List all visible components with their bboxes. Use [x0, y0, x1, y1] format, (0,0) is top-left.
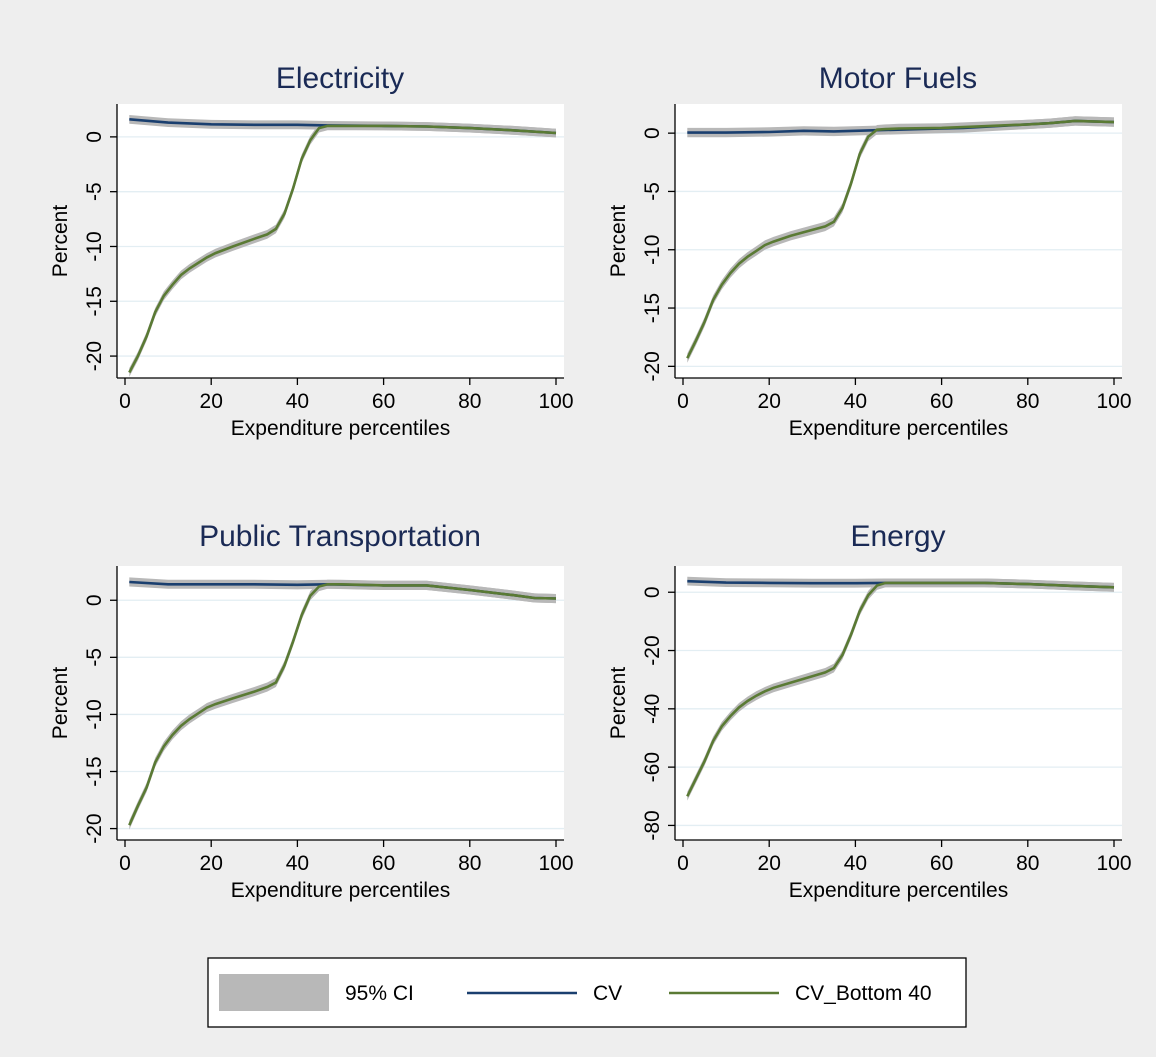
- x-tick-label: 60: [372, 390, 395, 413]
- y-tick-label: -20: [641, 351, 664, 381]
- x-tick-label: 60: [930, 852, 953, 875]
- y-tick-label: -10: [641, 235, 664, 265]
- chart-title: Motor Fuels: [819, 62, 977, 95]
- y-tick-label: -15: [83, 286, 106, 316]
- plot-area: [117, 566, 564, 840]
- x-tick-label: 0: [677, 390, 689, 413]
- panels: Electricity 0 -5 -10 -15 -20 0 20 40 60 80 100 Expen…: [49, 62, 1132, 902]
- y-tick-label: -10: [83, 231, 106, 261]
- panel-electricity: Electricity 0 -5 -10 -15 -20 0 20 40 60 80 100 Expen…: [49, 62, 574, 440]
- chart-title: Public Transportation: [199, 520, 481, 553]
- x-axis-title: Expenditure percentiles: [789, 879, 1008, 902]
- x-tick-label: 60: [930, 390, 953, 413]
- legend: 95% CI CV CV_Bottom 40: [207, 957, 967, 1028]
- x-tick-label: 80: [458, 390, 481, 413]
- x-axis-title: Expenditure percentiles: [789, 417, 1008, 440]
- series-line-cv-bottom-40: [686, 119, 1115, 359]
- y-tick-label: 0: [641, 127, 664, 139]
- x-tick-label: 20: [758, 852, 781, 875]
- series-line-cv-bottom-40: [128, 124, 557, 374]
- y-tick-label: -5: [641, 182, 664, 201]
- x-tick-label: 40: [286, 852, 309, 875]
- x-tick-label: 0: [677, 852, 689, 875]
- plot-area: [675, 104, 1122, 378]
- x-tick-label: 40: [286, 390, 309, 413]
- x-tick-label: 100: [538, 852, 573, 875]
- legend-swatch-ci: [219, 974, 329, 1011]
- y-tick-label: -80: [641, 810, 664, 840]
- x-axis-title: Expenditure percentiles: [231, 417, 450, 440]
- x-tick-label: 80: [458, 852, 481, 875]
- x-axis-title: Expenditure percentiles: [231, 879, 450, 902]
- y-tick-label: 0: [83, 131, 106, 143]
- legend-label-cv: CV: [593, 982, 622, 1005]
- y-tick-label: -10: [83, 699, 106, 729]
- y-tick-label: -20: [641, 635, 664, 665]
- panel-energy: Energy 0 -20 -40 -60 -80 0 20 40 60 80 100 Expenditu…: [607, 520, 1132, 902]
- x-tick-label: 100: [1096, 390, 1131, 413]
- x-tick-label: 20: [200, 390, 223, 413]
- x-tick-label: 20: [200, 852, 223, 875]
- series-line-cv-bottom-40: [686, 581, 1115, 797]
- y-tick-label: 0: [641, 586, 664, 598]
- y-tick-label: 0: [83, 594, 106, 606]
- y-tick-label: -20: [83, 813, 106, 843]
- y-tick-label: -15: [641, 293, 664, 323]
- y-tick-label: -5: [83, 648, 106, 667]
- y-tick-label: -5: [83, 182, 106, 201]
- x-tick-label: 40: [844, 852, 867, 875]
- x-tick-label: 60: [372, 852, 395, 875]
- x-tick-label: 100: [1096, 852, 1131, 875]
- x-tick-label: 20: [758, 390, 781, 413]
- y-axis-title: Percent: [49, 667, 72, 740]
- chart-title: Electricity: [276, 62, 404, 95]
- x-tick-label: 40: [844, 390, 867, 413]
- panel-motor-fuels: Motor Fuels 0 -5 -10 -15 -20 0 20 40 60 80 100 Expen…: [607, 62, 1132, 440]
- y-tick-label: -20: [83, 341, 106, 371]
- x-tick-label: 0: [119, 852, 131, 875]
- ci-band-cv-bottom-40: [687, 116, 1114, 363]
- legend-box: [207, 957, 967, 1028]
- y-axis-title: Percent: [49, 205, 72, 278]
- series-line-cv-bottom-40: [128, 582, 557, 826]
- plot-area: [117, 104, 564, 378]
- y-tick-label: -40: [641, 694, 664, 724]
- x-tick-label: 80: [1016, 852, 1039, 875]
- ci-band-cv-bottom-40: [129, 121, 557, 377]
- chart-title: Energy: [850, 520, 945, 553]
- x-tick-label: 100: [538, 390, 573, 413]
- panel-public-transportation: Public Transportation 0 -5 -10 -15 -20 0 20 40 60…: [49, 520, 574, 902]
- y-tick-label: -15: [83, 756, 106, 786]
- y-axis-title: Percent: [607, 205, 630, 278]
- legend-label-ci: 95% CI: [345, 982, 414, 1005]
- y-tick-label: -60: [641, 752, 664, 782]
- x-tick-label: 80: [1016, 390, 1039, 413]
- legend-label-cv-bottom40: CV_Bottom 40: [795, 982, 932, 1005]
- x-tick-label: 0: [119, 390, 131, 413]
- y-axis-title: Percent: [607, 667, 630, 740]
